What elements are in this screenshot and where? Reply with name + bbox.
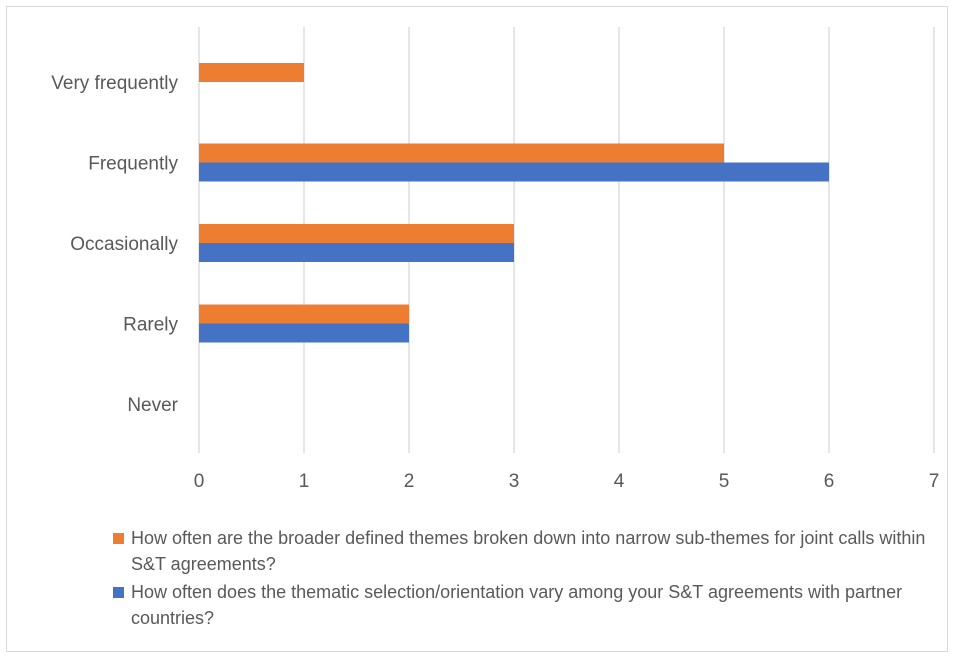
- legend-swatch-orange: [113, 533, 124, 544]
- category-label-frequently: Frequently: [88, 154, 178, 175]
- bar-chart: Very frequently Frequently Occasionally Rar…: [51, 27, 940, 492]
- x-tick-label-7: 7: [929, 471, 940, 492]
- x-tick-label-4: 4: [614, 471, 625, 492]
- x-tick-label-0: 0: [194, 471, 205, 492]
- x-tick-label-3: 3: [509, 471, 520, 492]
- category-label-rarely: Rarely: [123, 315, 178, 336]
- x-tick-label-1: 1: [299, 471, 310, 492]
- category-labels: Very frequently Frequently Occasionally Rar…: [51, 73, 178, 416]
- legend-label-series-2: How often does the thematic selection/or…: [131, 582, 903, 628]
- legend-item-series-2: How often does the thematic selection/or…: [113, 579, 933, 631]
- category-label-very-frequently: Very frequently: [51, 73, 178, 94]
- bar-series1-frequently: [199, 143, 724, 163]
- x-axis-tick-labels: 0 1 2 3 4 5 6 7: [194, 471, 940, 492]
- legend-label-series-1: How often are the broader defined themes…: [131, 528, 926, 574]
- category-label-occasionally: Occasionally: [70, 234, 178, 255]
- bar-series1-very-frequently: [199, 63, 304, 82]
- bar-series2-rarely: [199, 323, 409, 343]
- chart-area: Very frequently Frequently Occasionally Rar…: [6, 6, 948, 652]
- bar-series2-occasionally: [199, 243, 514, 262]
- x-tick-label-2: 2: [404, 471, 415, 492]
- bar-series2-frequently: [199, 162, 829, 182]
- x-tick-label-5: 5: [719, 471, 730, 492]
- bars: [199, 63, 829, 343]
- category-label-never: Never: [127, 395, 178, 416]
- legend-swatch-blue: [113, 587, 124, 598]
- bar-series1-rarely: [199, 304, 409, 324]
- legend-item-series-1: How often are the broader defined themes…: [113, 525, 933, 577]
- x-tick-label-6: 6: [824, 471, 835, 492]
- legend: How often are the broader defined themes…: [113, 525, 933, 633]
- bar-series1-occasionally: [199, 224, 514, 243]
